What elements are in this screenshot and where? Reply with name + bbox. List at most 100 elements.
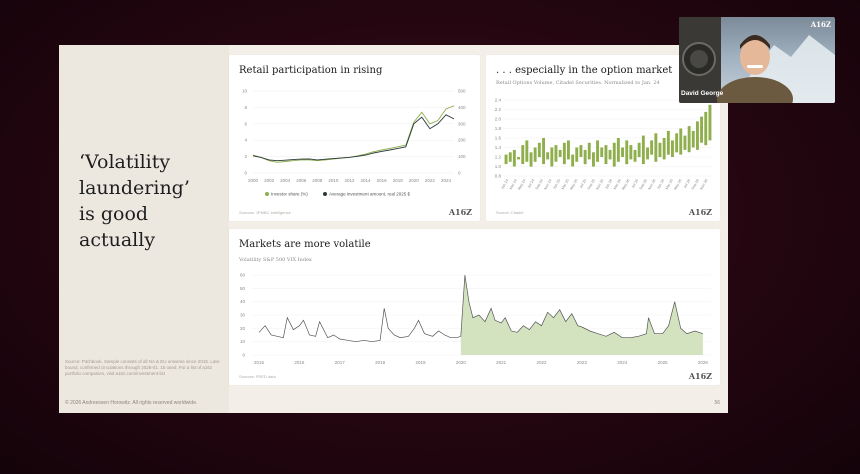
x-tick: Mar 25 (561, 179, 570, 191)
slide-copyright: © 2026 Andreessen Horowitz. All rights r… (65, 400, 198, 406)
candle-bar (517, 157, 520, 160)
y-tick: 1.0 (495, 164, 502, 169)
y-tick: 1.8 (495, 126, 502, 131)
candle-bar (529, 152, 533, 167)
candle-bar (600, 147, 604, 157)
vix-chart-source: Sources: FRED data (239, 374, 276, 379)
y-tick-right: 0 (458, 171, 461, 176)
a16z-logo: A16Z (688, 371, 712, 381)
x-tick: Mar 26 (613, 179, 622, 191)
candle-bar (683, 135, 687, 150)
vix-line (258, 274, 704, 343)
candle-bar (700, 116, 703, 143)
candle-bar (608, 149, 612, 160)
x-tick: Nov 24 (543, 179, 552, 191)
slide-left-panel (59, 45, 229, 413)
vix-chart-subtitle: Volatility S&P 500 VIX Index (239, 257, 312, 263)
candle-bar (583, 149, 587, 165)
options-chart-subtitle: Retail Options Volume, Citadel Securitie… (496, 80, 660, 86)
candle-bar (704, 111, 708, 146)
y-tick: 40 (240, 299, 246, 304)
webcam-scene (679, 17, 835, 103)
x-tick: 2012 (344, 178, 355, 183)
candle-bar (662, 138, 666, 160)
x-tick: Jul 26 (631, 179, 639, 189)
x-tick: Jan 26 (656, 179, 665, 190)
y-tick-left: 2 (244, 154, 247, 159)
x-tick: 2023 (577, 360, 588, 365)
candle-bar (621, 147, 624, 157)
x-tick: Jan 26 (604, 179, 613, 190)
x-tick: 2025 (658, 360, 669, 365)
candle-bar (562, 142, 566, 165)
candle-bar (687, 126, 691, 153)
y-tick: 0.8 (495, 174, 502, 179)
candle-bar (571, 154, 575, 167)
slide-source-note: Source: Pitchbook. Sample consists of al… (65, 359, 221, 376)
candle-bar (533, 147, 537, 162)
retail-participation-card: Retail participation in rising 0 2 4 6 8 10 0 1… (229, 55, 480, 221)
legend-marker (265, 192, 269, 196)
x-tick: 2000 (248, 178, 259, 183)
candle-bar (637, 142, 641, 158)
y-tick-left: 4 (244, 138, 247, 143)
x-tick: 2022 (425, 178, 436, 183)
candle-bar (575, 147, 579, 162)
slide-page-number: 56 (714, 400, 720, 406)
candle-bar (650, 140, 654, 155)
series-line (252, 114, 455, 162)
candle-bar (596, 140, 599, 162)
candle-bar (546, 152, 550, 160)
x-tick: Sep 26 (639, 178, 648, 190)
volatility-card: Markets are more volatile Volatility S&P… (229, 229, 720, 385)
x-tick: 2024 (441, 178, 452, 183)
y-tick-right: 200 (458, 138, 466, 143)
x-tick: Jan 24 (500, 179, 509, 190)
candle-bar (567, 140, 570, 160)
x-tick: Jul 25 (579, 179, 587, 189)
legend-label: Average investment amount, real 2025 $ (329, 192, 410, 197)
candle-bar (696, 121, 699, 150)
x-tick: 2016 (377, 178, 388, 183)
candle-bar (671, 140, 674, 157)
highlight-area (460, 275, 703, 355)
x-tick: Mar 24 (509, 179, 518, 191)
x-tick: Nov 25 (595, 179, 604, 191)
candle-bar (629, 145, 633, 160)
y-tick-right: 100 (458, 154, 466, 159)
y-tick: 1.4 (495, 145, 502, 150)
candle-bar (587, 142, 591, 160)
y-tick: 50 (240, 286, 246, 291)
x-tick: 2016 (294, 360, 305, 365)
y-tick: 0 (242, 353, 245, 358)
candle-bar (521, 145, 525, 165)
retail-chart-source: Sources: JPMBC Intelligence (239, 210, 291, 215)
vix-index-chart: 0 10 20 30 40 50 60 2015 2016 2017 2018 2019 2020 202… (240, 273, 711, 365)
candle-bar (658, 142, 662, 158)
candle-bar (504, 154, 508, 165)
candle-bar (558, 149, 562, 157)
candle-bar (633, 149, 637, 162)
options-chart-title: . . . especially in the option market (496, 65, 673, 76)
y-tick: 2.2 (495, 107, 502, 112)
x-tick: 2020 (456, 360, 467, 365)
x-tick: 2024 (617, 360, 628, 365)
y-tick: 60 (240, 273, 246, 278)
x-tick: Sep 26 (691, 178, 700, 190)
x-tick: Jul 26 (683, 179, 691, 189)
x-tick: May 25 (569, 179, 578, 191)
x-tick: Jan 25 (552, 179, 561, 190)
y-tick-left: 10 (242, 89, 248, 94)
a16z-logo: A16Z (448, 207, 472, 217)
y-tick-left: 8 (244, 105, 247, 110)
candle-bar (654, 133, 658, 162)
y-tick-right: 300 (458, 121, 466, 126)
options-chart-source: Source: Citadel (496, 210, 524, 215)
y-tick-left: 6 (244, 121, 247, 126)
x-tick: May 26 (673, 179, 682, 191)
x-tick: 2022 (537, 360, 548, 365)
retail-chart-title: Retail participation in rising (239, 65, 383, 76)
y-tick-right: 500 (458, 89, 466, 94)
candle-bar (604, 145, 608, 165)
